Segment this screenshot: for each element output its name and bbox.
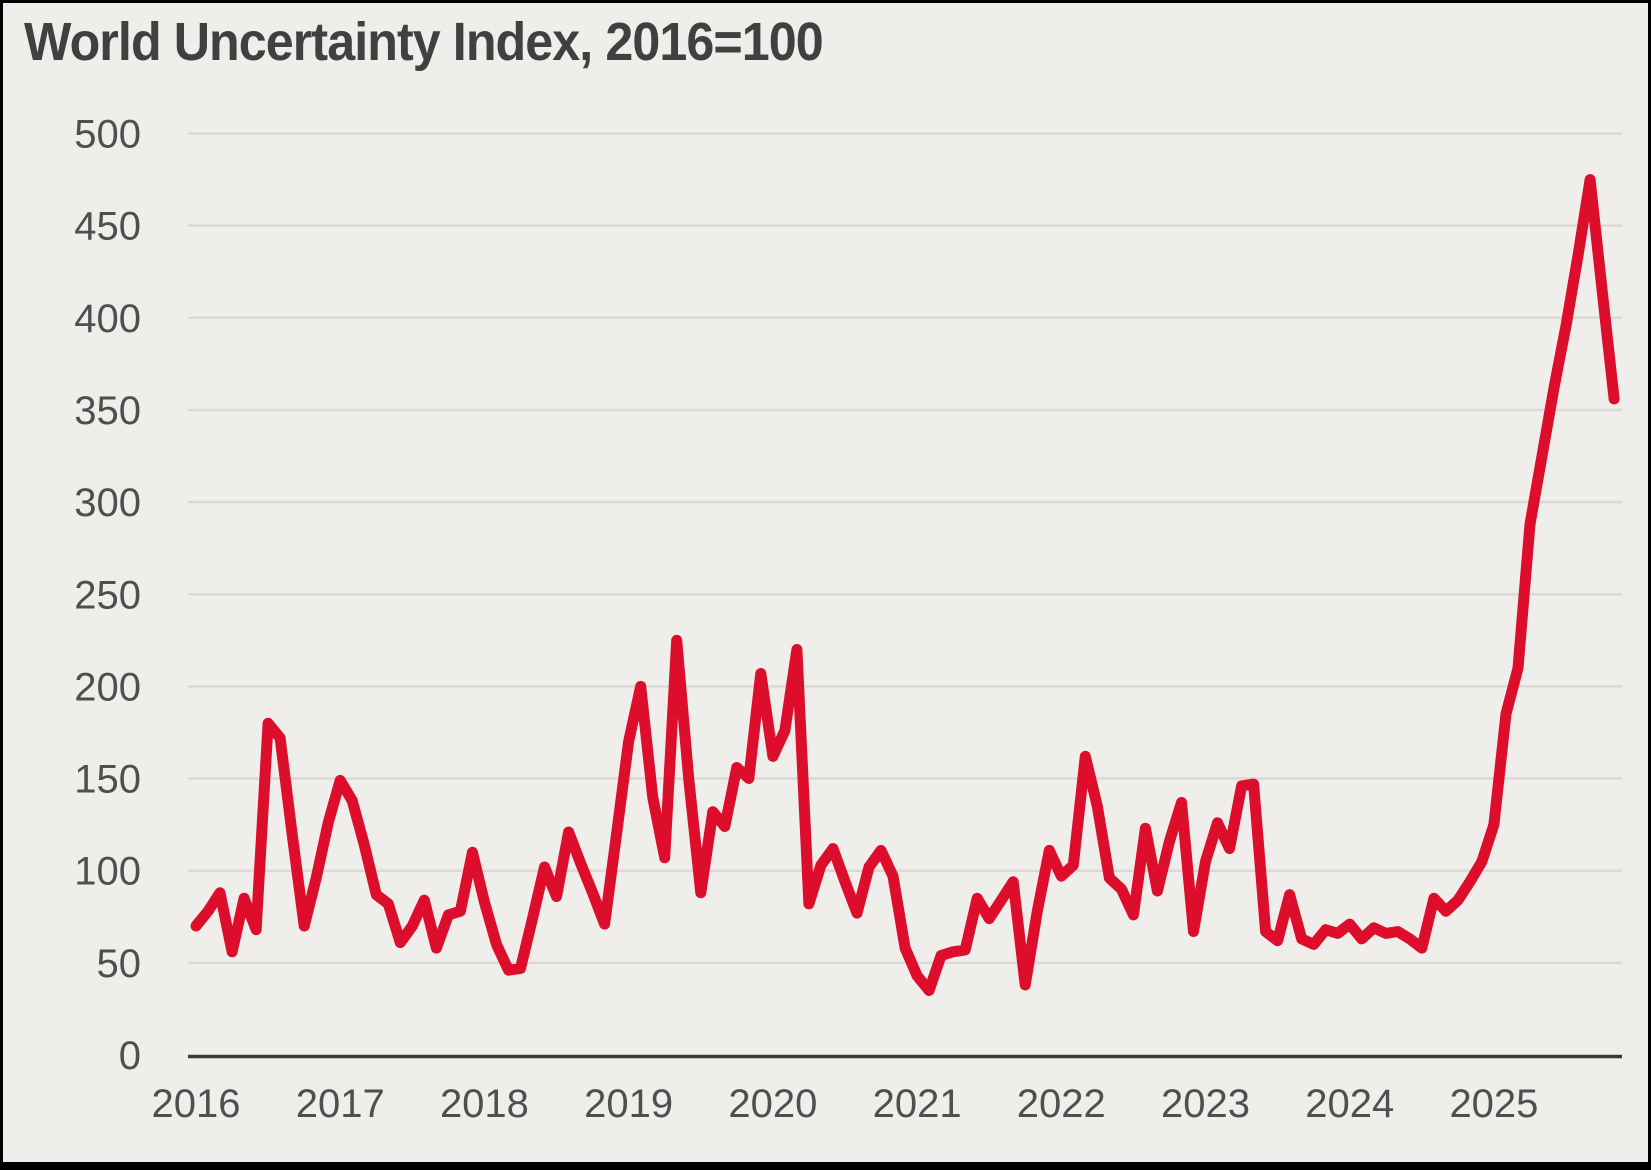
chart-title: World Uncertainty Index, 2016=100 <box>24 12 824 72</box>
x-axis-tick-label-2018: 2018 <box>440 1082 529 1126</box>
chart-frame: World Uncertainty Index, 2016=100 0 50 100… <box>3 3 1648 1162</box>
y-axis-tick-label-150: 150 <box>74 758 141 802</box>
x-axis-tick-label-2016: 2016 <box>152 1082 241 1126</box>
x-axis-tick-label-2020: 2020 <box>728 1082 817 1126</box>
x-axis-tick-label-2025: 2025 <box>1449 1082 1538 1126</box>
y-axis-tick-label-200: 200 <box>74 665 141 709</box>
y-axis-tick-label-350: 350 <box>74 389 141 433</box>
x-axis-tick-label-2019: 2019 <box>584 1082 673 1126</box>
x-axis-tick-label-2022: 2022 <box>1017 1082 1106 1126</box>
chart-plot-svg: 0 50 100 150 200 250 300 350 400 450 500 2016 2017 20… <box>74 113 1622 1126</box>
y-axis-tick-label-250: 250 <box>74 573 141 617</box>
x-axis-tick-label-2017: 2017 <box>296 1082 385 1126</box>
y-axis-tick-label-300: 300 <box>74 481 141 525</box>
y-axis-tick-label-100: 100 <box>74 850 141 894</box>
x-axis-tick-label-2021: 2021 <box>873 1082 962 1126</box>
y-axis-tick-label-400: 400 <box>74 297 141 341</box>
y-axis-tick-label-50: 50 <box>97 942 142 986</box>
y-axis-tick-label-500: 500 <box>74 113 141 157</box>
y-axis-tick-label-450: 450 <box>74 205 141 249</box>
x-axis-tick-label-2023: 2023 <box>1161 1082 1250 1126</box>
x-axis-tick-label-2024: 2024 <box>1305 1082 1394 1126</box>
uncertainty-index-line <box>190 174 1620 996</box>
y-axis-tick-label-0: 0 <box>119 1034 141 1078</box>
